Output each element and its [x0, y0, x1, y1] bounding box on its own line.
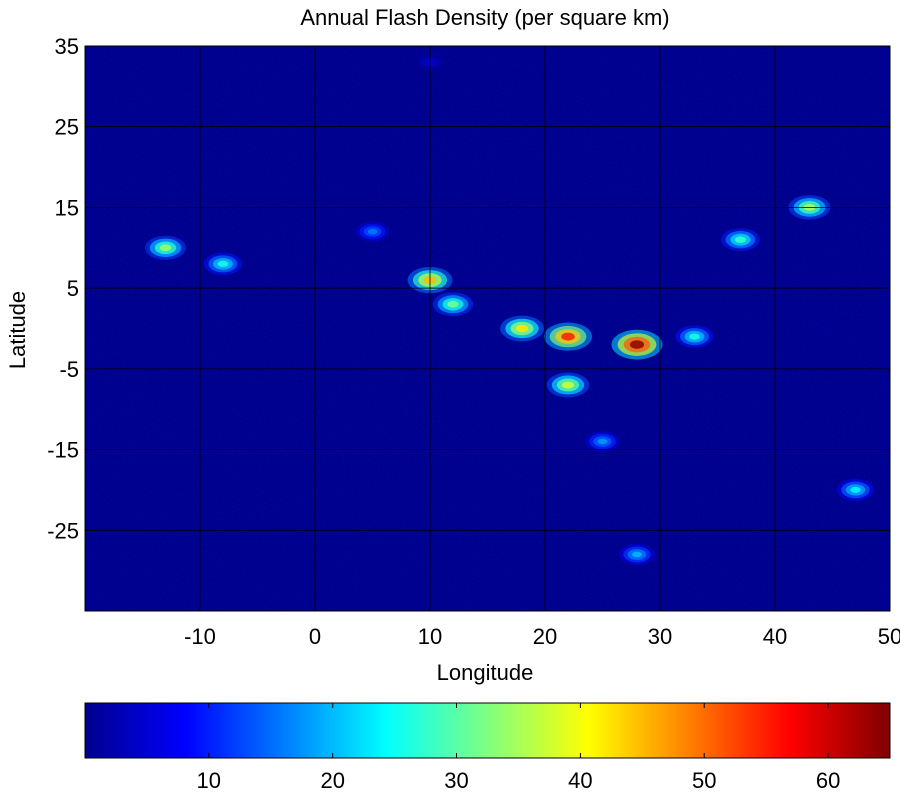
x-tick-label: 10	[418, 624, 442, 649]
x-tick-label: 40	[763, 624, 787, 649]
x-tick-label: -10	[184, 624, 216, 649]
x-axis-ticks: -10 0 10 20 30 40 50	[184, 624, 900, 649]
colorbar: 10 20 30 40 50 60	[84, 702, 891, 793]
y-tick-label: -25	[47, 518, 79, 543]
x-tick-label: 0	[309, 624, 321, 649]
y-tick-label: -5	[59, 357, 79, 382]
plot-area	[84, 45, 891, 612]
y-tick-label: 35	[55, 34, 79, 59]
y-tick-label: 15	[55, 195, 79, 220]
x-axis-label: Longitude	[437, 660, 534, 685]
x-tick-label: 20	[533, 624, 557, 649]
colorbar-tick-label: 40	[568, 768, 592, 793]
y-tick-label: -15	[47, 438, 79, 463]
x-tick-label: 30	[648, 624, 672, 649]
y-tick-label: 5	[67, 276, 79, 301]
colorbar-tick-label: 60	[816, 768, 840, 793]
colorbar-tick-label: 20	[320, 768, 344, 793]
chart-title: Annual Flash Density (per square km)	[300, 5, 669, 30]
y-axis-ticks: 35 25 15 5 -5 -15 -25	[47, 34, 79, 543]
colorbar-tick-label: 30	[444, 768, 468, 793]
y-axis-label: Latitude	[5, 291, 30, 369]
colorbar-tick-label: 10	[197, 768, 221, 793]
colorbar-tick-label: 50	[692, 768, 716, 793]
colorbar-gradient	[84, 702, 891, 759]
x-tick-label: 50	[878, 624, 900, 649]
speckle-texture	[85, 46, 890, 611]
colorbar-ticks: 10 20 30 40 50 60	[197, 703, 840, 793]
plot-frame	[84, 45, 891, 612]
y-tick-label: 25	[55, 115, 79, 140]
